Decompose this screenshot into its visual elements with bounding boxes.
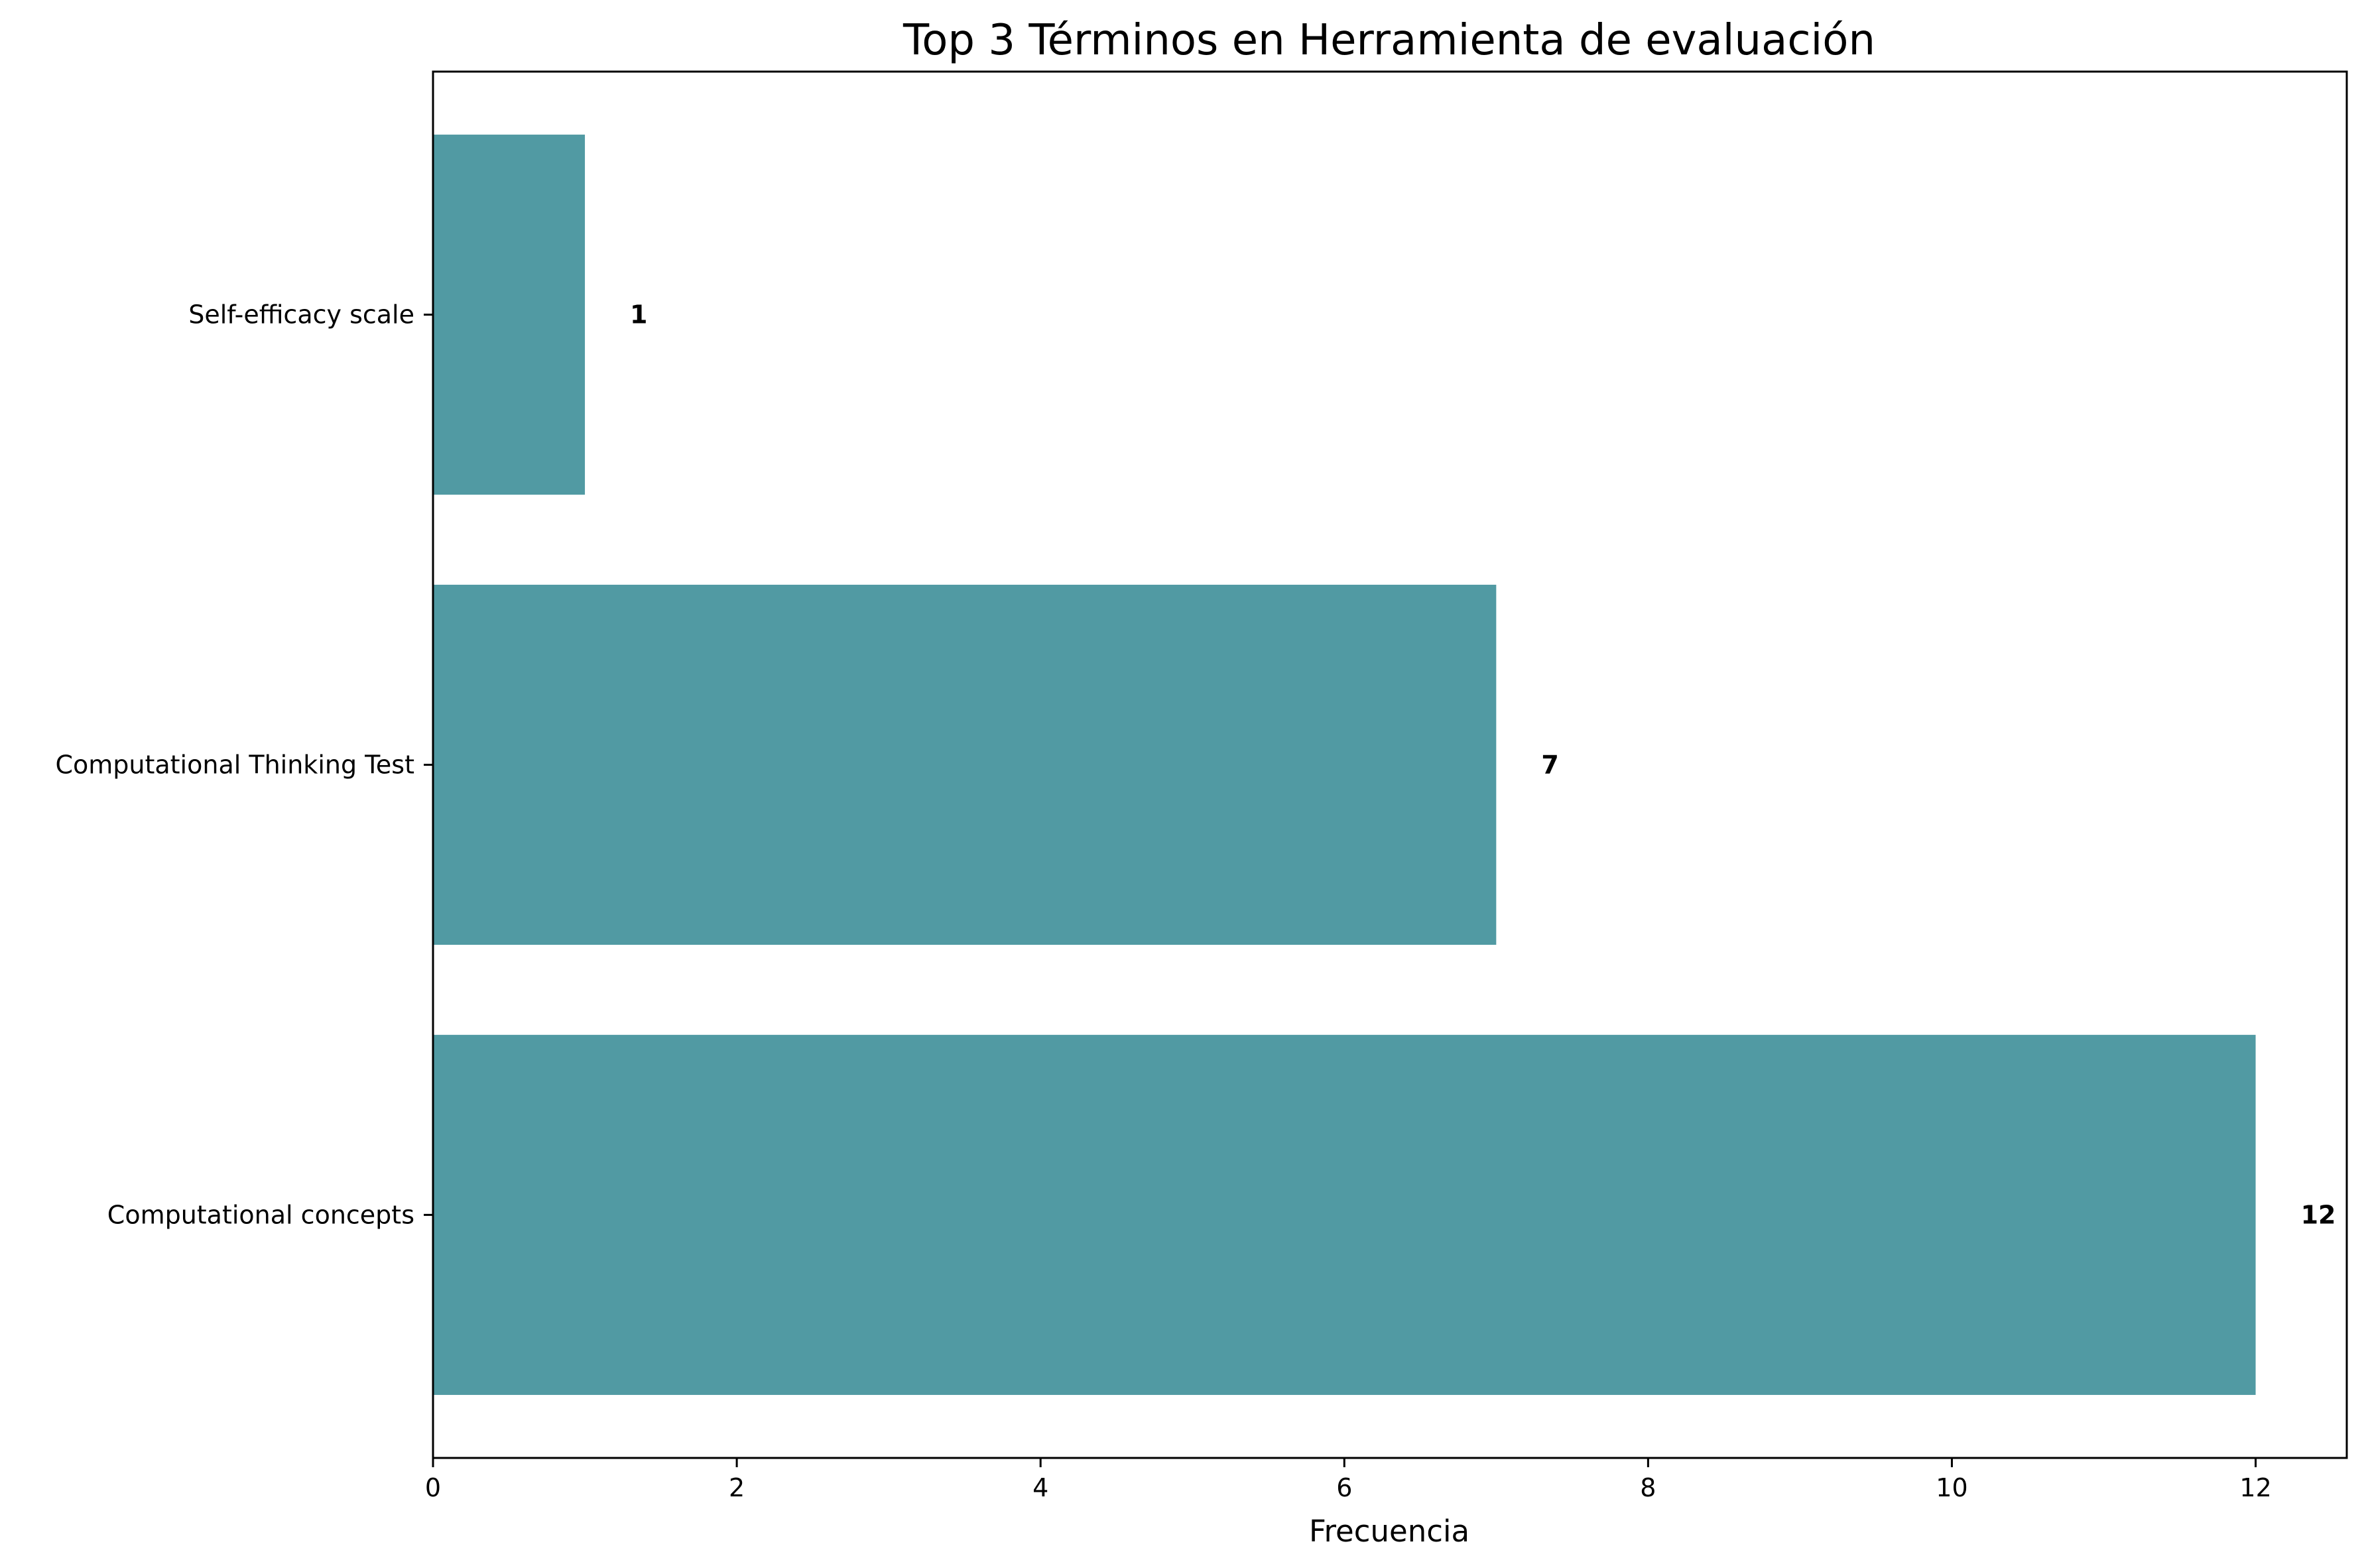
x-tick-label-5: 10 (1936, 1473, 1967, 1502)
x-axis-label: Frecuencia (1309, 1514, 1469, 1549)
data-label-2: 1 (630, 300, 647, 330)
bar-0 (433, 1034, 2256, 1395)
x-tick-label-1: 2 (729, 1473, 745, 1502)
y-tick-label-2: Self-efficacy scale (188, 300, 414, 330)
data-label-1: 7 (1541, 751, 1558, 780)
y-tick-label-0: Computational concepts (107, 1200, 414, 1229)
bar-2 (433, 135, 586, 495)
chart-title: Top 3 Términos en Herramienta de evaluac… (903, 16, 1875, 65)
x-tick-label-2: 4 (1032, 1473, 1048, 1502)
y-ticks-group: Computational concepts Computational Thin… (55, 300, 433, 1229)
plot-frame (432, 70, 2348, 1459)
x-tick-label-4: 8 (1640, 1473, 1656, 1502)
bars-group: 12 7 1 (433, 135, 2335, 1395)
bar-1 (433, 584, 1497, 945)
data-label-0: 12 (2301, 1200, 2336, 1229)
x-tick-label-3: 6 (1336, 1473, 1352, 1502)
x-ticks-group: 0 2 4 6 8 10 12 (425, 1458, 2272, 1502)
y-tick-label-1: Computational Thinking Test (55, 751, 414, 780)
x-tick-label-0: 0 (425, 1473, 441, 1502)
x-tick-label-6: 12 (2239, 1473, 2271, 1502)
